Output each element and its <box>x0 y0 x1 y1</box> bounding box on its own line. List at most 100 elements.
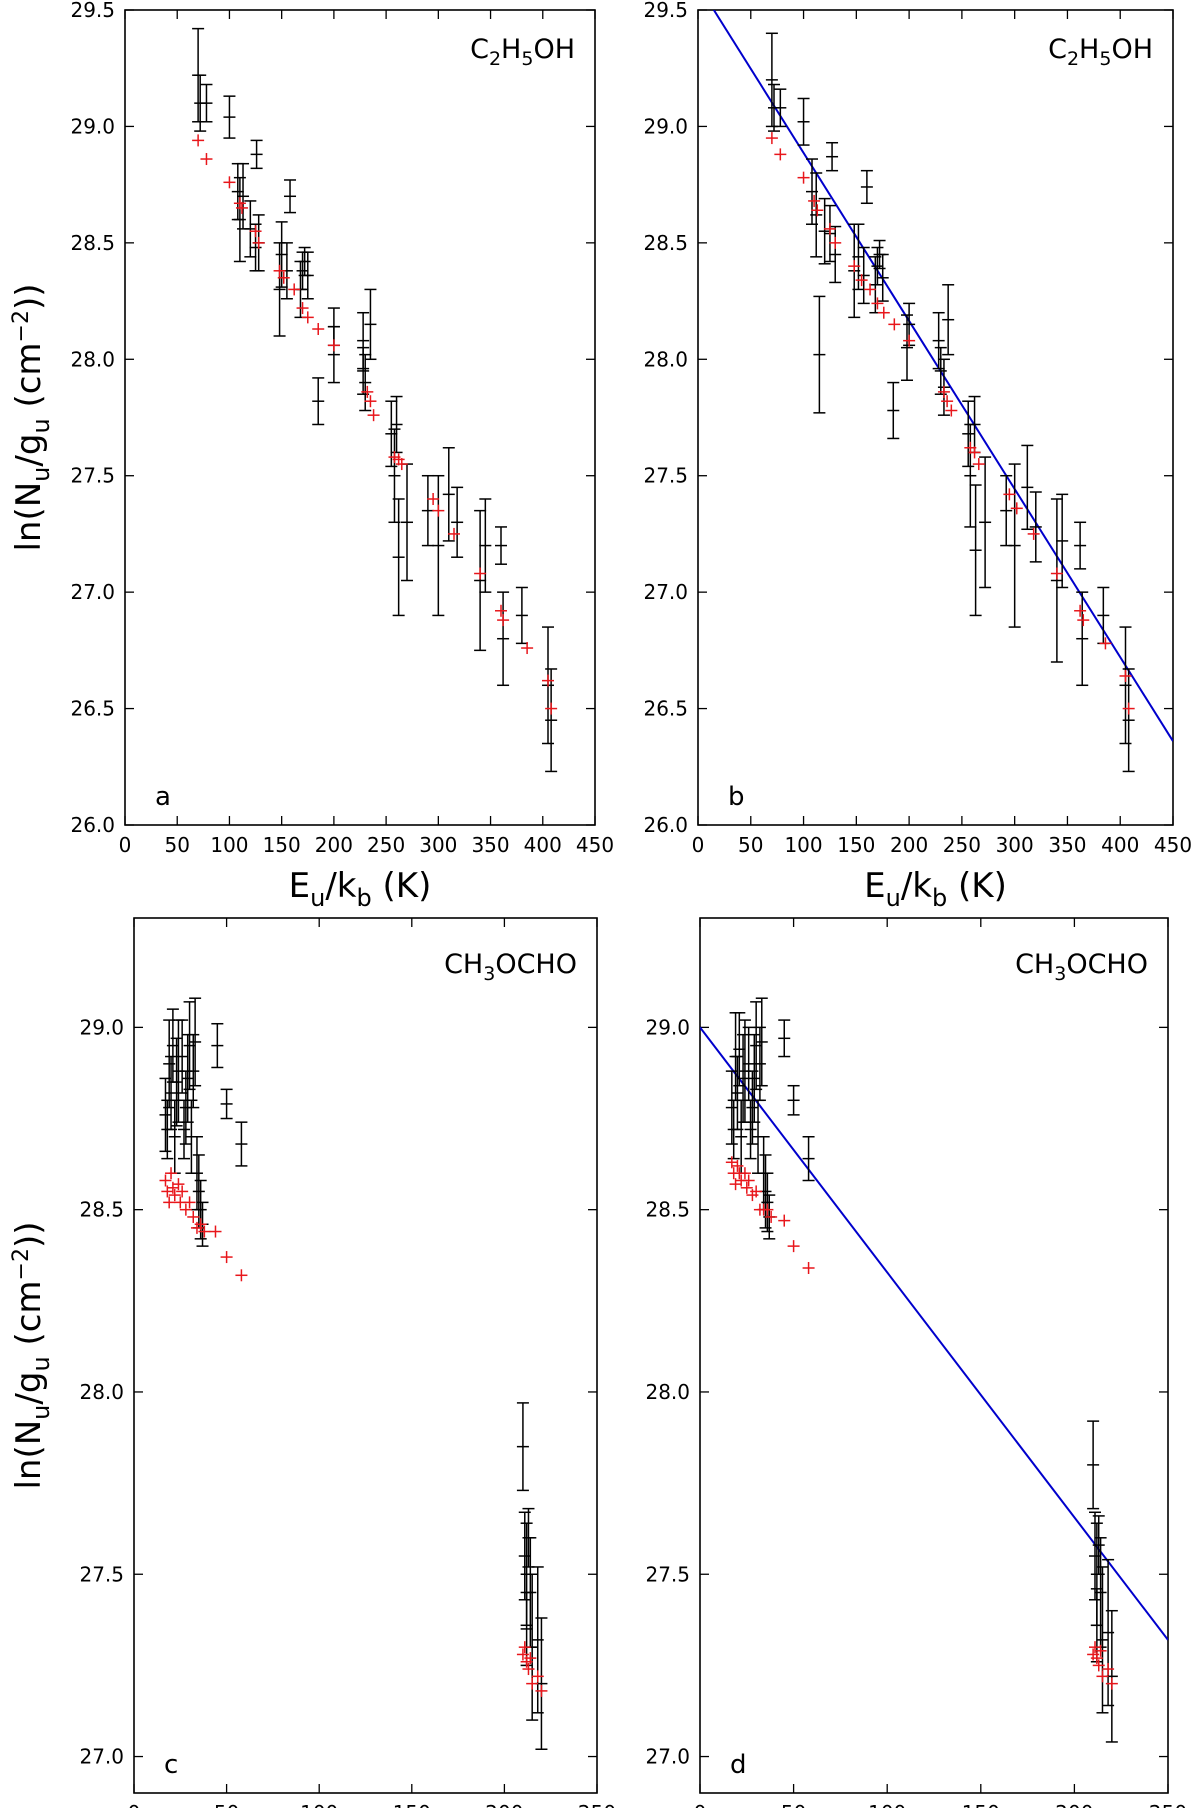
model-marker <box>797 171 810 184</box>
x-tick-label: 350 <box>1048 833 1086 857</box>
panel-a: 0 50 100 150 200 250 300 350 400 450 26.0 26.5 27.0 2… <box>9 0 614 912</box>
observed-errorbar <box>876 253 889 302</box>
model-marker <box>277 271 290 284</box>
model-marker <box>1077 614 1090 627</box>
model-marker <box>1010 502 1023 515</box>
model-marker <box>183 1196 196 1209</box>
observed-errorbar <box>1119 626 1132 745</box>
model-marker <box>432 504 445 517</box>
observed-errorbar <box>753 1026 766 1102</box>
model-marker <box>395 458 408 471</box>
model-marker <box>829 236 842 249</box>
observed-errorbar <box>1008 463 1021 628</box>
model-marker <box>200 153 213 166</box>
model-marker <box>235 1269 248 1282</box>
y-tick-label: 26.0 <box>643 813 688 837</box>
observed-errorbar <box>774 88 787 128</box>
model-marker <box>877 306 890 319</box>
x-tick-label: 0 <box>119 833 132 857</box>
model-marker <box>288 283 301 296</box>
observed-errorbar <box>421 474 434 547</box>
species-label: CH3OCHO <box>1015 949 1148 985</box>
y-tick-label: 29.5 <box>643 0 688 22</box>
observed-errorbar <box>200 83 213 123</box>
panel-c: 0 50 100 150 200 250 27.0 27.5 28.0 28.5 29.0 c CH3O… <box>9 917 616 1808</box>
x-tick-label: 0 <box>694 1801 707 1808</box>
x-tick-label: 400 <box>1101 833 1139 857</box>
model-marker <box>361 385 374 398</box>
plot-area <box>700 997 1168 1743</box>
model-marker <box>497 614 510 627</box>
model-marker <box>296 302 309 315</box>
y-tick-label: 29.0 <box>643 114 688 138</box>
species-label-part: OH <box>1111 34 1153 65</box>
model-marker <box>738 1167 751 1180</box>
observed-errorbar <box>829 225 842 284</box>
model-marker <box>312 323 325 336</box>
model-marker <box>159 1174 172 1187</box>
panel-d: 0 50 100 150 200 250 27.0 27.5 28.0 28.5 29.0 d CH3O… <box>645 917 1187 1808</box>
x-tick-label: 350 <box>471 833 509 857</box>
y-axis-title-part: (cm <box>9 1280 49 1356</box>
x-axis-title-part: (K) <box>372 866 432 906</box>
observed-errorbar <box>385 400 398 468</box>
observed-errorbar <box>765 32 778 128</box>
observed-errorbar <box>390 395 403 454</box>
model-marker <box>972 458 985 471</box>
model-marker <box>1094 1644 1107 1657</box>
model-marker <box>811 204 824 217</box>
y-axis-title-sub: u <box>27 418 55 433</box>
model-marker <box>937 385 950 398</box>
model-marker <box>163 1196 176 1209</box>
y-axis-title: ln(Nu/gu (cm−2)) <box>9 283 55 551</box>
model-marker <box>1096 1670 1109 1683</box>
x-tick-label: 450 <box>576 833 614 857</box>
panel-label: d <box>730 1750 747 1780</box>
plot-frame <box>697 9 1174 826</box>
species-label-sub: 3 <box>1054 963 1066 985</box>
model-marker <box>516 1648 529 1661</box>
observed-errorbar <box>235 1121 248 1167</box>
x-tick-label: 50 <box>214 1801 239 1808</box>
y-axis-title: ln(Nu/gu (cm−2)) <box>9 1221 55 1489</box>
x-tick-label: 200 <box>890 833 928 857</box>
model-marker <box>301 311 314 324</box>
model-marker <box>448 527 460 540</box>
plot-area <box>712 10 1173 773</box>
x-tick-label: 300 <box>419 833 457 857</box>
model-marker <box>903 334 916 347</box>
observed-errorbar <box>1122 668 1135 773</box>
x-tick-label: 100 <box>300 1801 338 1808</box>
x-tick-label: 300 <box>996 833 1034 857</box>
observed-errorbar <box>284 179 297 214</box>
plot-area <box>192 27 558 773</box>
x-axis-title-sub: b <box>356 884 371 912</box>
observed-errorbar <box>244 200 257 258</box>
y-tick-label: 28.0 <box>79 1380 124 1404</box>
y-axis-title-sup: −2 <box>9 310 34 342</box>
model-marker <box>848 260 861 273</box>
observed-errorbar <box>1087 1420 1100 1510</box>
observed-errorbar <box>1021 444 1034 531</box>
observed-errorbar <box>479 498 492 593</box>
observed-errorbar <box>901 314 913 381</box>
observed-errorbar <box>934 346 947 395</box>
y-tick-label: 28.0 <box>70 347 115 371</box>
model-marker <box>1119 669 1132 682</box>
y-tick-label: 28.5 <box>645 1198 690 1222</box>
x-tick-label: 100 <box>784 833 822 857</box>
x-tick-label: 450 <box>1154 833 1192 857</box>
model-marker <box>750 1185 763 1198</box>
observed-errorbar <box>810 172 823 258</box>
x-axis-title: Eu/kb (K) <box>864 866 1007 912</box>
model-marker <box>474 567 487 580</box>
observed-errorbar <box>962 400 975 468</box>
observed-errorbar <box>442 447 455 542</box>
x-axis-title-part: /k <box>901 866 932 906</box>
model-marker <box>223 176 236 189</box>
observed-errorbar <box>1000 474 1013 547</box>
y-axis-title-part: ln(N <box>9 1420 49 1490</box>
model-marker <box>765 132 778 145</box>
observed-errorbar <box>451 486 464 558</box>
model-marker <box>1099 637 1112 650</box>
